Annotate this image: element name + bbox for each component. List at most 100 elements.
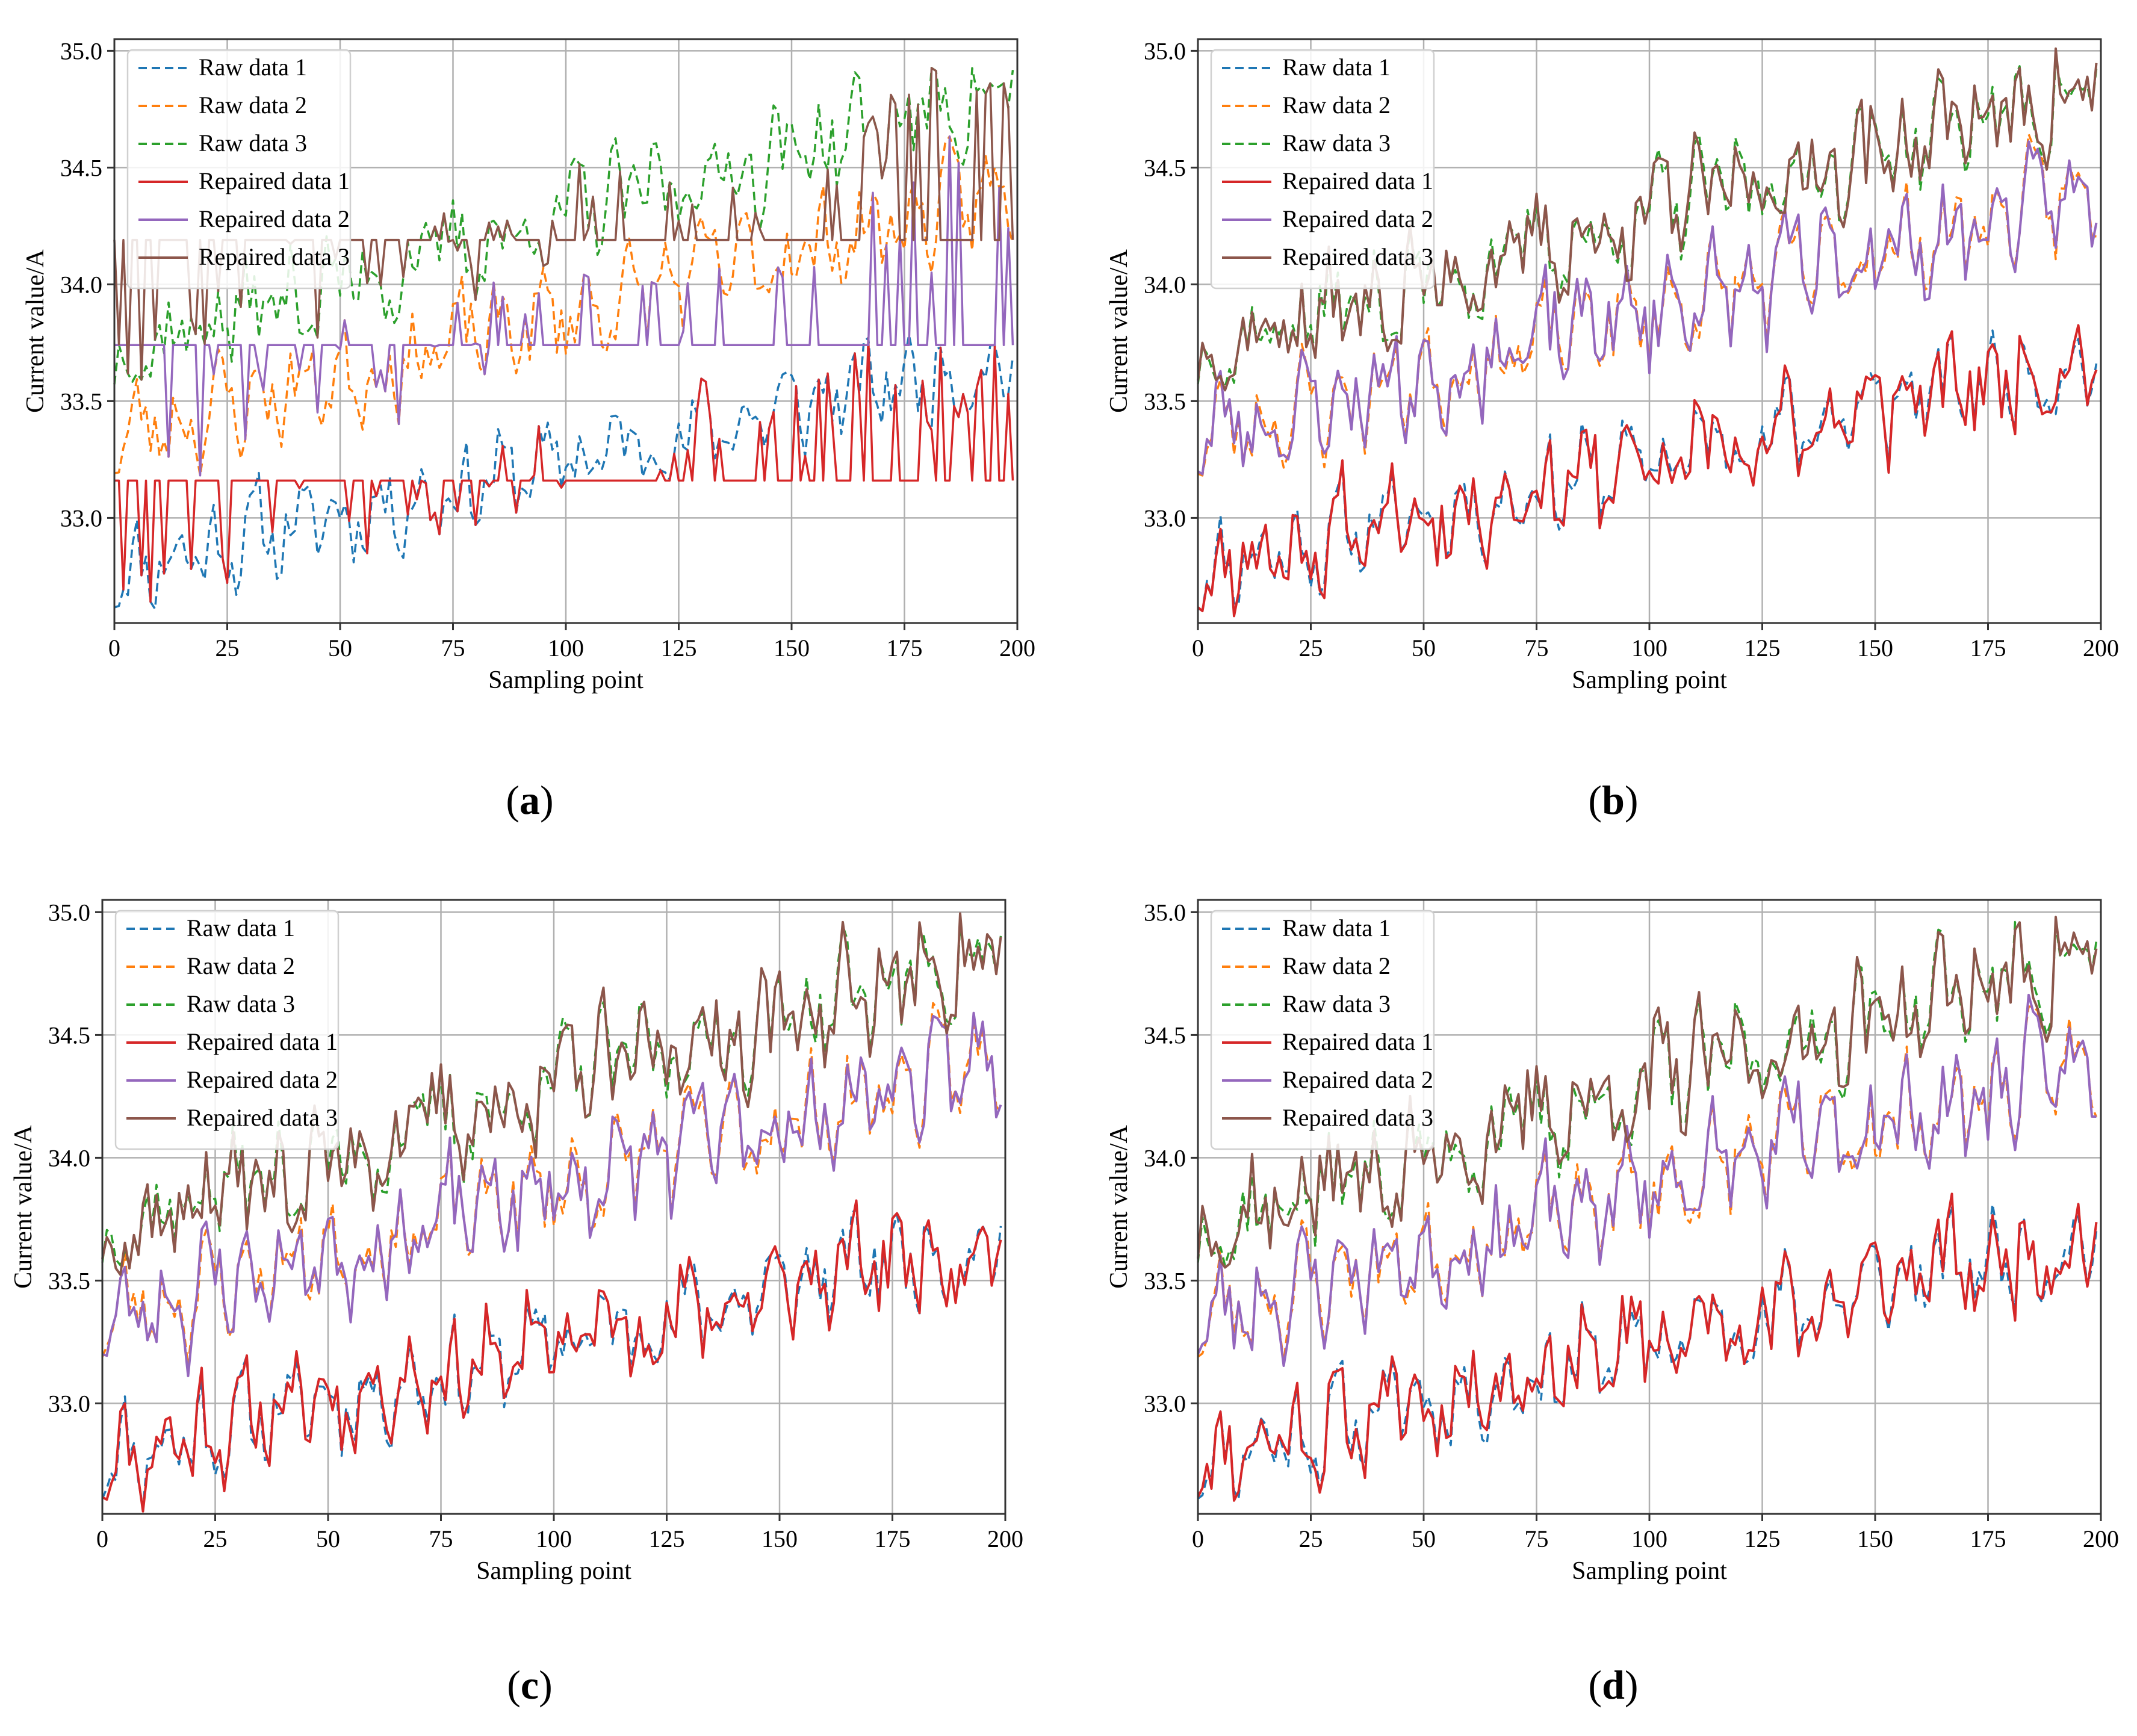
y-tick-label: 35.0 xyxy=(1144,37,1186,64)
x-tick-label: 175 xyxy=(1970,634,2006,662)
legend-entry: Raw data 2 xyxy=(199,91,307,119)
repaired-data-1-line xyxy=(1197,324,2098,618)
legend-entry: Raw data 1 xyxy=(1282,914,1391,941)
x-tick-label: 75 xyxy=(429,1525,453,1552)
repaired-data-1-line xyxy=(114,336,1014,603)
repaired-data-2-line xyxy=(102,1011,1002,1377)
x-tick-label: 0 xyxy=(96,1525,108,1552)
legend-entry: Repaired data 2 xyxy=(199,205,350,232)
legend-entry: Raw data 3 xyxy=(187,990,295,1017)
x-tick-label: 75 xyxy=(1525,634,1549,662)
x-tick-label: 200 xyxy=(2083,634,2119,662)
x-tick-label: 100 xyxy=(548,634,584,662)
y-tick-label: 33.0 xyxy=(48,1390,90,1417)
chart-c: 0 25 50 75 100 125 150 175 200 33.0 33.5 34.0 34.5 35… xyxy=(12,899,1023,1585)
x-tick-label: 175 xyxy=(875,1525,911,1552)
legend-entry: Raw data 1 xyxy=(199,54,307,81)
legend-entry: Repaired data 3 xyxy=(187,1104,338,1131)
y-tick-label: 34.0 xyxy=(1144,1144,1186,1171)
x-axis-label: Sampling point xyxy=(488,666,644,694)
x-tick-label: 50 xyxy=(328,634,352,662)
x-tick-label: 200 xyxy=(2083,1525,2119,1552)
legend-box xyxy=(1210,49,1435,290)
x-tick-label: 150 xyxy=(1857,1525,1893,1552)
x-tick-label: 125 xyxy=(661,634,697,662)
y-axis-label: Current value/A xyxy=(1108,249,1133,412)
y-tick-label: 33.5 xyxy=(48,1267,90,1294)
y-tick-label: 35.0 xyxy=(60,37,102,64)
panel-c: 0 25 50 75 100 125 150 175 200 33.0 33.5 34.0 34.5 35… xyxy=(12,873,1035,1625)
x-tick-label: 0 xyxy=(1192,1525,1204,1552)
legend-entry: Raw data 2 xyxy=(1282,91,1391,119)
panel-a: 0 25 50 75 100 125 150 175 200 33.0 33.5 34.0 34.5 35… xyxy=(24,12,1047,734)
legend-entry: Repaired data 1 xyxy=(1282,167,1433,194)
repaired-data-2-line xyxy=(1197,140,2098,476)
x-tick-label: 0 xyxy=(1192,634,1204,662)
repaired-data-3-line xyxy=(1197,916,2098,1269)
legend-box xyxy=(114,910,340,1150)
y-tick-label: 34.0 xyxy=(60,271,102,298)
legend-entry: Repaired data 1 xyxy=(187,1028,338,1055)
legend-box xyxy=(1210,910,1435,1150)
x-tick-label: 175 xyxy=(1970,1525,2006,1552)
caption-b: (b) xyxy=(1588,777,1639,823)
legend-box xyxy=(126,49,352,290)
legend-entry: Repaired data 1 xyxy=(1282,1028,1433,1055)
raw-data-3-line xyxy=(113,67,1014,385)
x-tick-label: 175 xyxy=(887,634,923,662)
y-tick-label: 35.0 xyxy=(1144,899,1186,926)
x-tick-label: 50 xyxy=(1412,1525,1436,1552)
x-tick-label: 200 xyxy=(999,634,1035,662)
repaired-data-3-line xyxy=(1197,47,2098,392)
legend-entry: Raw data 1 xyxy=(187,914,295,941)
x-tick-label: 25 xyxy=(216,634,240,662)
chart-d: 0 25 50 75 100 125 150 175 200 33.0 33.5 34.0 34.5 35… xyxy=(1108,899,2119,1585)
legend-entry: Raw data 3 xyxy=(1282,990,1391,1017)
y-tick-label: 34.5 xyxy=(60,154,102,181)
repaired-data-3-line xyxy=(101,912,1002,1276)
legend-entry: Repaired data 2 xyxy=(1282,1066,1433,1093)
y-tick-label: 34.5 xyxy=(1144,1021,1186,1049)
caption-c: (c) xyxy=(507,1662,553,1708)
y-tick-label: 33.0 xyxy=(60,504,102,532)
x-axis-label: Sampling point xyxy=(476,1557,631,1585)
raw-data-1-line xyxy=(114,333,1014,610)
x-tick-label: 75 xyxy=(1525,1525,1549,1552)
y-tick-label: 33.5 xyxy=(1144,1267,1186,1294)
x-tick-label: 100 xyxy=(536,1525,572,1552)
legend-entry: Repaired data 2 xyxy=(187,1066,338,1093)
x-tick-label: 50 xyxy=(316,1525,340,1552)
legend-entry: Repaired data 3 xyxy=(1282,1104,1433,1131)
y-tick-label: 33.0 xyxy=(1144,1390,1186,1417)
x-tick-label: 25 xyxy=(203,1525,228,1552)
y-tick-label: 34.0 xyxy=(48,1144,90,1171)
x-tick-label: 125 xyxy=(1745,634,1781,662)
x-tick-label: 125 xyxy=(649,1525,685,1552)
legend-entry: Raw data 3 xyxy=(199,129,307,157)
x-tick-label: 25 xyxy=(1299,634,1323,662)
legend-entry: Repaired data 3 xyxy=(199,243,350,270)
x-tick-label: 150 xyxy=(761,1525,798,1552)
legend-entry: Raw data 1 xyxy=(1282,54,1391,81)
x-tick-label: 100 xyxy=(1631,634,1667,662)
panel-b: 0 25 50 75 100 125 150 175 200 33.0 33.5 34.0 34.5 35… xyxy=(1108,12,2131,734)
y-tick-label: 34.5 xyxy=(1144,154,1186,181)
x-axis-label: Sampling point xyxy=(1572,1557,1727,1585)
x-tick-label: 0 xyxy=(108,634,120,662)
y-tick-label: 34.0 xyxy=(1144,271,1186,298)
repaired-data-1-line xyxy=(102,1199,1002,1513)
x-tick-label: 25 xyxy=(1299,1525,1323,1552)
caption-a: (a) xyxy=(506,777,554,823)
x-tick-label: 150 xyxy=(774,634,810,662)
x-tick-label: 50 xyxy=(1412,634,1436,662)
x-tick-label: 200 xyxy=(987,1525,1023,1552)
y-tick-label: 33.5 xyxy=(1144,388,1186,415)
y-axis-label: Current value/A xyxy=(12,1124,37,1288)
legend-entry: Repaired data 3 xyxy=(1282,243,1433,270)
y-axis-label: Current value/A xyxy=(24,249,49,412)
legend-entry: Raw data 3 xyxy=(1282,129,1391,157)
chart-b: 0 25 50 75 100 125 150 175 200 33.0 33.5 34.0 34.5 35… xyxy=(1108,37,2119,694)
repaired-data-1-line xyxy=(1197,1192,2098,1502)
x-tick-label: 75 xyxy=(441,634,465,662)
legend-entry: Repaired data 2 xyxy=(1282,205,1433,232)
